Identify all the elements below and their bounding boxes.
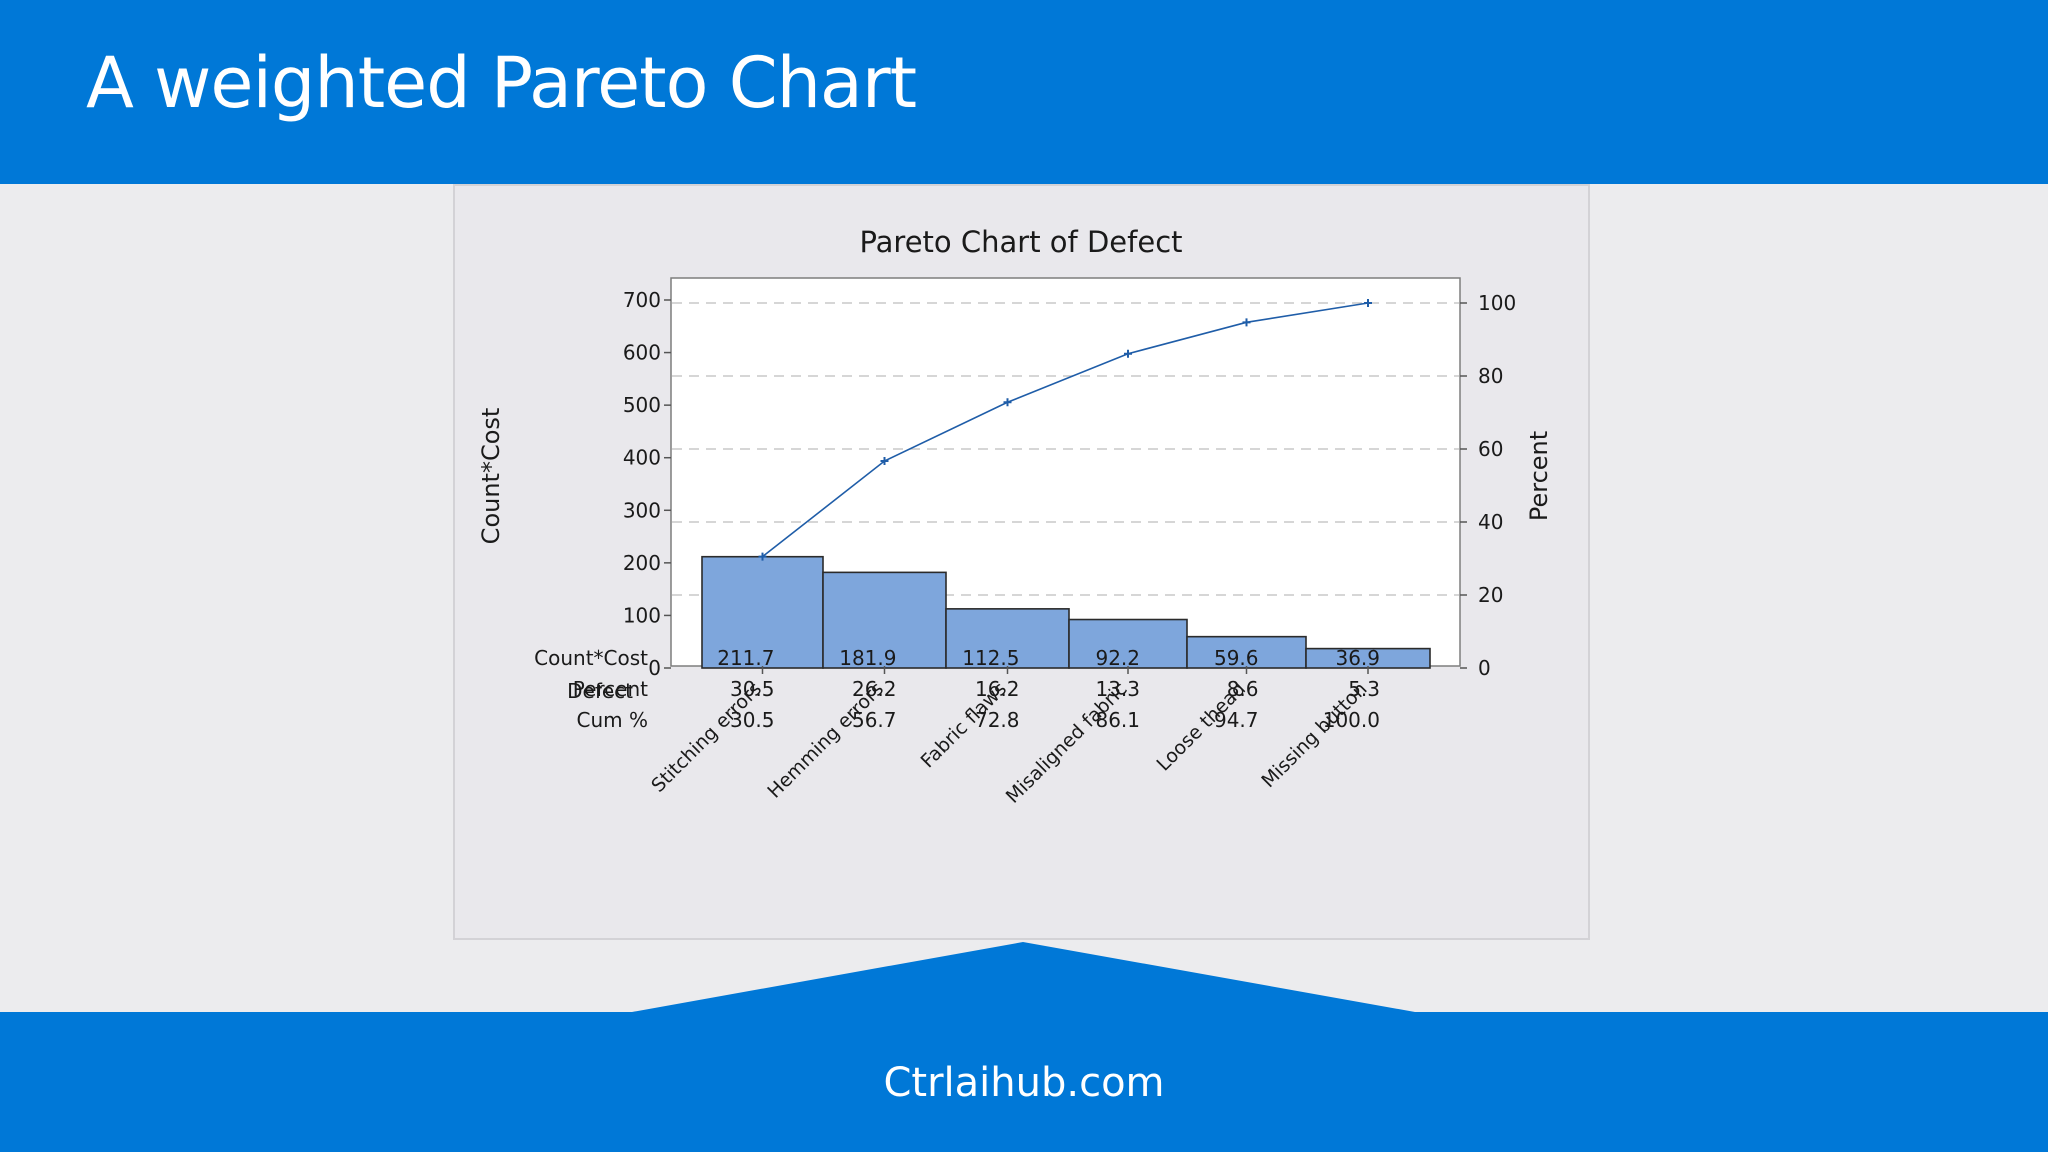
table-cell: 30.5 — [730, 677, 775, 701]
y2-axis-label: Percent — [1525, 431, 1553, 521]
y-tick-label: 100 — [623, 603, 661, 627]
chart-panel: Pareto Chart of Defect 0 100 200 300 400 500 6… — [453, 184, 1590, 940]
table-cell: 30.5 — [730, 708, 775, 732]
y-axis-ticks: 0 100 200 300 400 500 600 700 — [623, 288, 671, 680]
y2-tick-label: 0 — [1478, 656, 1491, 680]
table-cell: 56.7 — [852, 708, 897, 732]
y-tick-label: 400 — [623, 446, 661, 470]
y2-tick-label: 60 — [1478, 437, 1503, 461]
cum-point — [880, 457, 889, 466]
table-cell: 36.9 — [1335, 646, 1380, 670]
table-cell: 16.2 — [975, 677, 1020, 701]
y-tick-label: 700 — [623, 288, 661, 312]
table-cell: 59.6 — [1214, 646, 1259, 670]
table-cell: 112.5 — [962, 646, 1019, 670]
x-axis-label: Defect — [567, 679, 633, 703]
cum-point — [1124, 349, 1132, 358]
table-cell: 86.1 — [1095, 708, 1140, 732]
y-tick-label: 600 — [623, 341, 661, 365]
cum-point — [1003, 398, 1012, 407]
y2-axis-ticks: 0 20 40 60 80 100 — [1460, 291, 1516, 680]
cumulative-line — [758, 299, 1372, 561]
bar — [1186, 635, 1307, 669]
slide-title: A weighted Pareto Chart — [86, 42, 917, 124]
y2-tick-label: 100 — [1478, 291, 1516, 315]
summary-table: Count*Cost 211.7 181.9 112.5 92.2 59.6 36.9 Per… — [534, 646, 1380, 732]
y-tick-label: 200 — [623, 551, 661, 575]
table-cell: 92.2 — [1095, 646, 1140, 670]
pareto-chart: Pareto Chart of Defect 01002003004005006… — [477, 225, 1553, 808]
footer-shape — [0, 942, 2048, 1152]
table-cell: 211.7 — [717, 646, 774, 670]
footer-bar — [0, 942, 2048, 1152]
table-cell: 181.9 — [839, 646, 896, 670]
table-row-label: Count*Cost — [534, 646, 648, 670]
y-axis-label: Count*Cost — [477, 408, 505, 545]
footer-text: Ctrlaihub.com — [883, 1060, 1165, 1106]
table-cell: 5.3 — [1348, 677, 1380, 701]
y-tick-label: 0 — [648, 656, 661, 680]
table-cell: 8.6 — [1227, 677, 1259, 701]
cum-point — [758, 552, 767, 561]
cum-point — [1242, 318, 1251, 327]
chart-title: Pareto Chart of Defect — [859, 225, 1182, 259]
table-cell: 13.3 — [1095, 677, 1140, 701]
bar — [945, 608, 1070, 669]
y2-tick-label: 80 — [1478, 364, 1503, 388]
bars — [701, 555, 1431, 669]
table-cell: 72.8 — [975, 708, 1020, 732]
table-row-label: Cum % — [577, 708, 648, 732]
y2-tick-label: 40 — [1478, 510, 1503, 534]
table-row-label: Percent — [573, 677, 648, 701]
cum-point — [1364, 299, 1372, 307]
table-cell: 94.7 — [1214, 708, 1259, 732]
y-tick-label: 300 — [623, 498, 661, 522]
table-cell: 26.2 — [852, 677, 897, 701]
table-cell: 100.0 — [1323, 708, 1380, 732]
y2-tick-label: 20 — [1478, 583, 1503, 607]
header-bar: A weighted Pareto Chart — [0, 0, 2048, 184]
gridlines — [672, 302, 1459, 596]
cum-line — [762, 302, 1369, 558]
bar — [822, 571, 947, 669]
y-tick-label: 500 — [623, 393, 661, 417]
